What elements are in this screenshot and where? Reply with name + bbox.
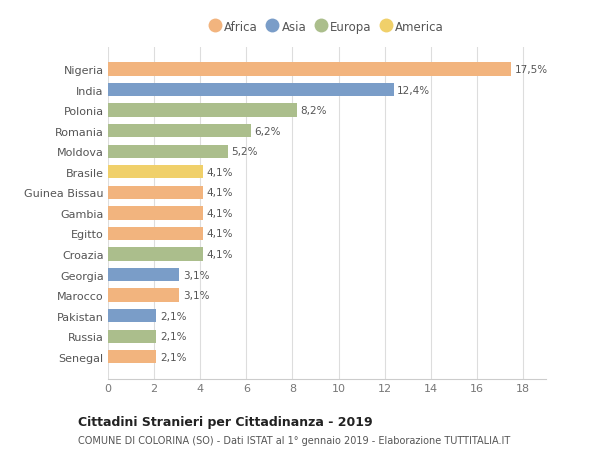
Text: COMUNE DI COLORINA (SO) - Dati ISTAT al 1° gennaio 2019 - Elaborazione TUTTITALI: COMUNE DI COLORINA (SO) - Dati ISTAT al … bbox=[78, 435, 510, 445]
Bar bbox=[108, 84, 394, 97]
Text: 4,1%: 4,1% bbox=[206, 249, 232, 259]
Bar bbox=[108, 309, 157, 323]
Text: 2,1%: 2,1% bbox=[160, 311, 187, 321]
Text: 4,1%: 4,1% bbox=[206, 168, 232, 178]
Legend: Africa, Asia, Europa, America: Africa, Asia, Europa, America bbox=[210, 21, 444, 34]
Text: Cittadini Stranieri per Cittadinanza - 2019: Cittadini Stranieri per Cittadinanza - 2… bbox=[78, 415, 373, 428]
Bar bbox=[108, 207, 203, 220]
Bar bbox=[108, 145, 228, 158]
Bar bbox=[108, 186, 203, 200]
Text: 17,5%: 17,5% bbox=[515, 65, 548, 75]
Text: 5,2%: 5,2% bbox=[232, 147, 258, 157]
Text: 6,2%: 6,2% bbox=[254, 126, 281, 136]
Bar bbox=[108, 227, 203, 241]
Bar bbox=[108, 350, 157, 364]
Text: 8,2%: 8,2% bbox=[301, 106, 327, 116]
Text: 4,1%: 4,1% bbox=[206, 208, 232, 218]
Bar bbox=[108, 63, 511, 77]
Text: 2,1%: 2,1% bbox=[160, 352, 187, 362]
Bar bbox=[108, 269, 179, 282]
Bar bbox=[108, 330, 157, 343]
Bar bbox=[108, 104, 297, 118]
Bar bbox=[108, 166, 203, 179]
Text: 12,4%: 12,4% bbox=[397, 85, 430, 95]
Text: 4,1%: 4,1% bbox=[206, 188, 232, 198]
Text: 4,1%: 4,1% bbox=[206, 229, 232, 239]
Text: 3,1%: 3,1% bbox=[183, 270, 209, 280]
Bar bbox=[108, 248, 203, 261]
Text: 2,1%: 2,1% bbox=[160, 331, 187, 341]
Text: 3,1%: 3,1% bbox=[183, 291, 209, 301]
Bar bbox=[108, 125, 251, 138]
Bar bbox=[108, 289, 179, 302]
